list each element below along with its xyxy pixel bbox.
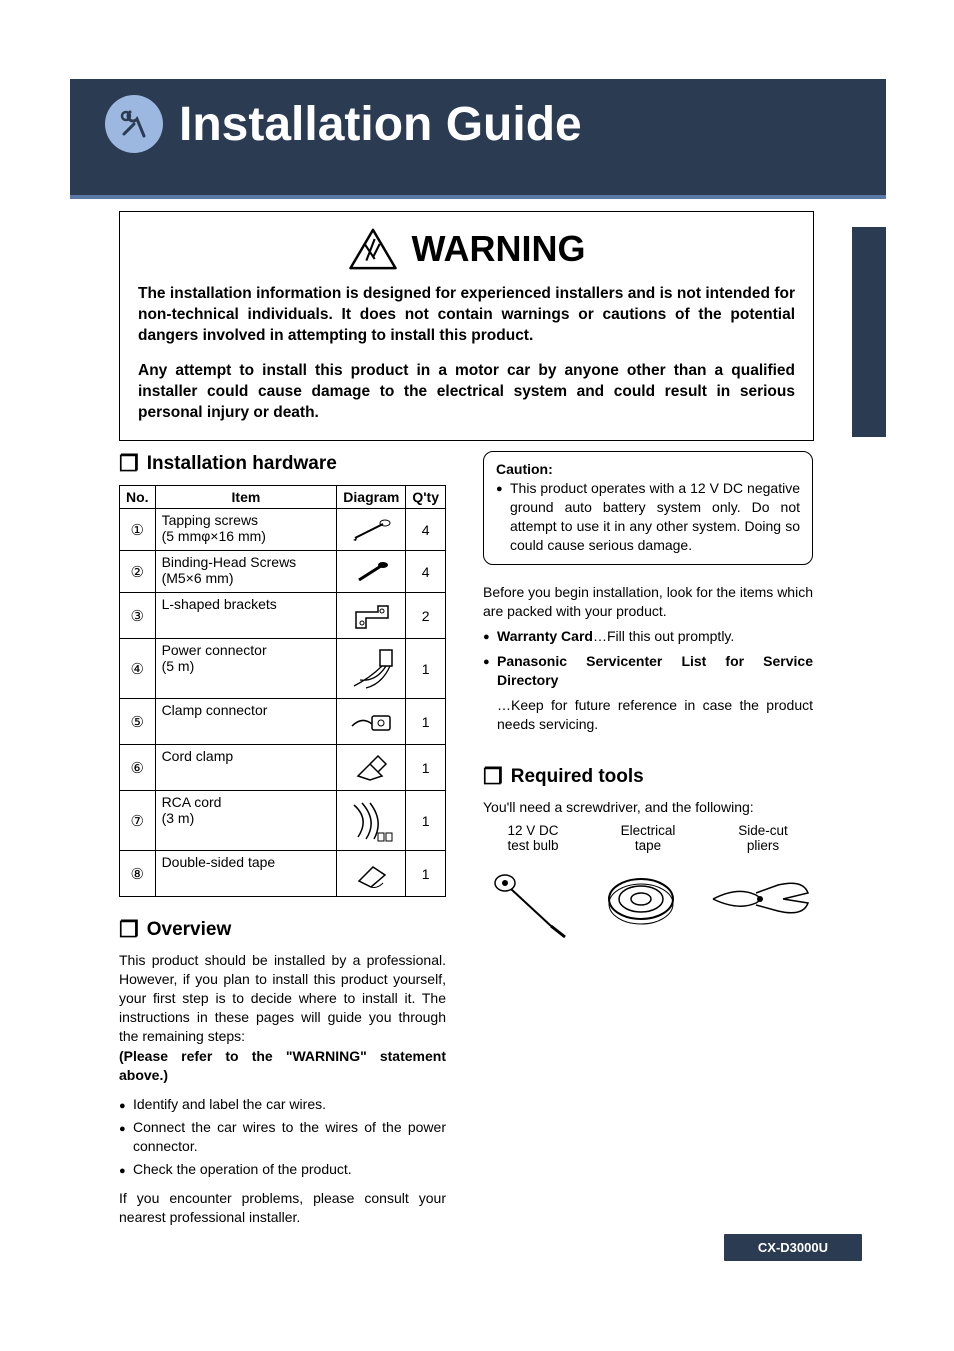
- row-diagram: [337, 639, 406, 699]
- warning-p2: Any attempt to install this product in a…: [138, 361, 795, 424]
- row-no: ①: [120, 509, 156, 551]
- row-qty: 1: [406, 791, 446, 851]
- caution-label: Caution:: [496, 460, 800, 479]
- row-diagram: [337, 593, 406, 639]
- tools-images: [483, 871, 813, 941]
- checkbox-icon: ❐: [119, 917, 139, 943]
- tape-icon: [596, 871, 686, 931]
- overview-heading: ❐ Overview: [119, 917, 446, 943]
- table-row: ④Power connector(5 m) 1: [120, 639, 446, 699]
- table-row: ②Binding-Head Screws(M5×6 mm) 4: [120, 551, 446, 593]
- row-item: Binding-Head Screws(M5×6 mm): [155, 551, 337, 593]
- row-item: L-shaped brackets: [155, 593, 337, 639]
- row-diagram: [337, 851, 406, 897]
- hardware-heading-text: Installation hardware: [147, 453, 337, 475]
- side-accent-bar: [852, 227, 886, 437]
- row-no: ⑥: [120, 745, 156, 791]
- header-content: Installation Guide: [105, 95, 582, 153]
- page-title: Installation Guide: [179, 97, 582, 152]
- row-item: Cord clamp: [155, 745, 337, 791]
- tools-intro: You'll need a screwdriver, and the follo…: [483, 798, 813, 817]
- col-diagram: Diagram: [337, 486, 406, 509]
- list-item: Identify and label the car wires.: [119, 1095, 446, 1114]
- col-item: Item: [155, 486, 337, 509]
- row-diagram: [337, 551, 406, 593]
- row-item: Tapping screws(5 mmφ×16 mm): [155, 509, 337, 551]
- tool-label: Electricaltape: [598, 823, 698, 853]
- table-row: ③L-shaped brackets 2: [120, 593, 446, 639]
- list-item: Check the operation of the product.: [119, 1160, 446, 1179]
- tool-label: 12 V DCtest bulb: [483, 823, 583, 853]
- overview-heading-text: Overview: [147, 919, 232, 941]
- row-qty: 1: [406, 745, 446, 791]
- checkbox-icon: ❐: [119, 451, 139, 477]
- warning-heading: WARNING: [412, 228, 586, 270]
- checkbox-icon: ❐: [483, 764, 503, 790]
- right-bullets: Warranty Card…Fill this out promptly. Pan…: [483, 627, 813, 733]
- warning-p1: The installation information is designed…: [138, 284, 795, 347]
- row-qty: 2: [406, 593, 446, 639]
- caution-body: This product operates with a 12 V DC neg…: [496, 479, 800, 555]
- list-item: Connect the car wires to the wires of th…: [119, 1118, 446, 1156]
- title-underline: [70, 195, 886, 199]
- tool-label: Side-cutpliers: [713, 823, 813, 853]
- col-no: No.: [120, 486, 156, 509]
- table-row: ⑤Clamp connector 1: [120, 699, 446, 745]
- test-bulb-icon: [483, 871, 573, 941]
- overview-para2: If you encounter problems, please consul…: [119, 1189, 446, 1227]
- table-row: ⑧Double-sided tape 1: [120, 851, 446, 897]
- right-intro: Before you begin installation, look for …: [483, 583, 813, 621]
- row-diagram: [337, 699, 406, 745]
- row-no: ⑤: [120, 699, 156, 745]
- list-item-cont: …Keep for future reference in case the p…: [483, 696, 813, 734]
- footer-model: CX-D3000U: [724, 1234, 862, 1261]
- warning-text: The installation information is designed…: [138, 284, 795, 424]
- tools-heading-text: Required tools: [511, 766, 644, 788]
- row-diagram: [337, 745, 406, 791]
- row-qty: 1: [406, 639, 446, 699]
- row-no: ③: [120, 593, 156, 639]
- row-no: ⑦: [120, 791, 156, 851]
- row-no: ④: [120, 639, 156, 699]
- hardware-table: No. Item Diagram Q'ty ①Tapping screws(5 …: [119, 485, 446, 897]
- hardware-heading: ❐ Installation hardware: [119, 451, 446, 477]
- row-qty: 1: [406, 699, 446, 745]
- row-no: ⑧: [120, 851, 156, 897]
- table-row: ⑥Cord clamp 1: [120, 745, 446, 791]
- pliers-icon: [708, 871, 813, 926]
- table-row: ⑦RCA cord(3 m) 1: [120, 791, 446, 851]
- warning-icon: [348, 226, 398, 272]
- overview-bullets: Identify and label the car wires. Connect…: [119, 1095, 446, 1179]
- row-item: RCA cord(3 m): [155, 791, 337, 851]
- row-qty: 4: [406, 509, 446, 551]
- row-item: Clamp connector: [155, 699, 337, 745]
- warning-box: WARNING The installation information is …: [119, 211, 814, 441]
- tools-labels: 12 V DCtest bulb Electricaltape Side-cutpl…: [483, 823, 813, 853]
- row-item: Power connector(5 m): [155, 639, 337, 699]
- caution-box: Caution: This product operates with a 12…: [483, 451, 813, 565]
- col-qty: Q'ty: [406, 486, 446, 509]
- table-row: ①Tapping screws(5 mmφ×16 mm) 4: [120, 509, 446, 551]
- overview-note: (Please refer to the "WARNING" statement…: [119, 1047, 446, 1085]
- row-qty: 4: [406, 551, 446, 593]
- row-item: Double-sided tape: [155, 851, 337, 897]
- tools-icon: [105, 95, 163, 153]
- row-diagram: [337, 791, 406, 851]
- row-no: ②: [120, 551, 156, 593]
- row-qty: 1: [406, 851, 446, 897]
- row-diagram: [337, 509, 406, 551]
- tools-heading: ❐ Required tools: [483, 764, 813, 790]
- overview-para1: This product should be installed by a pr…: [119, 951, 446, 1045]
- list-item: Panasonic Servicenter List for Service D…: [483, 652, 813, 690]
- list-item: Warranty Card…Fill this out promptly.: [483, 627, 813, 646]
